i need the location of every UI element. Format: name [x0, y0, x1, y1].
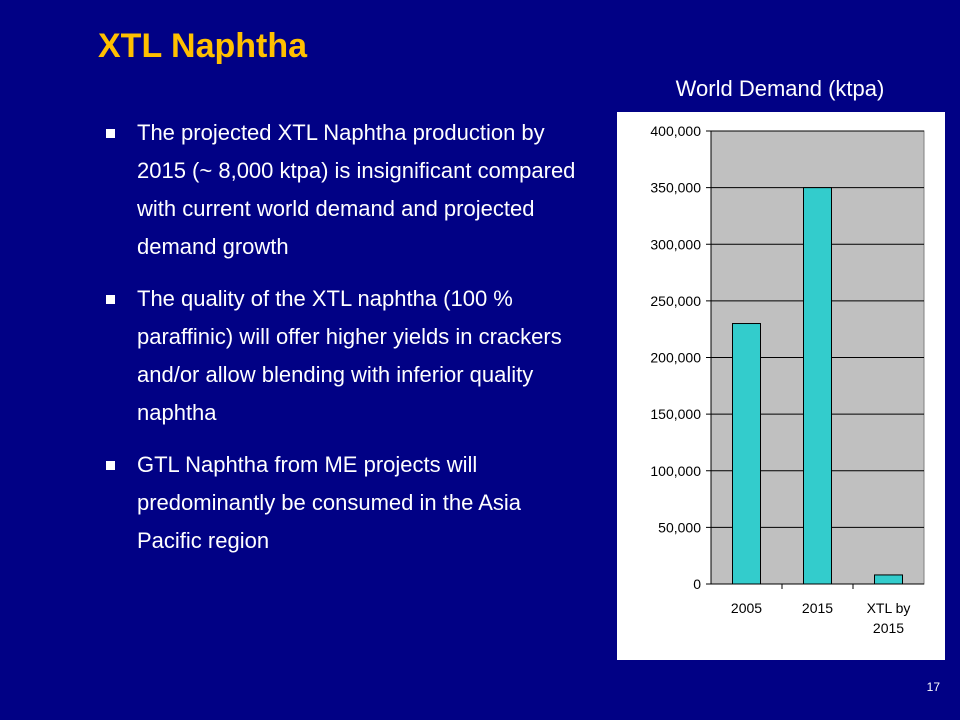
y-tick-label: 400,000	[650, 123, 701, 139]
bullet-list: The projected XTL Naphtha production by …	[106, 114, 576, 574]
bar	[803, 187, 832, 585]
bar	[874, 574, 903, 585]
bar	[732, 323, 761, 585]
y-tick-label: 0	[693, 576, 701, 592]
y-tick-label: 300,000	[650, 236, 701, 252]
x-tick-label: 2005	[731, 600, 762, 616]
x-tick-label: 2015	[802, 600, 833, 616]
x-tick-label: XTL by	[867, 600, 911, 616]
y-tick-label: 150,000	[650, 406, 701, 422]
bullet-item: The quality of the XTL naphtha (100 % pa…	[106, 280, 576, 432]
square-bullet-icon	[106, 461, 115, 470]
bar-chart: 0 50,000 100,000 150,000 200,000 250,000 300,0…	[650, 123, 925, 636]
bullet-text: The projected XTL Naphtha production by …	[137, 120, 576, 259]
y-tick-label: 350,000	[650, 180, 701, 196]
bullet-text: GTL Naphtha from ME projects will predom…	[137, 452, 522, 553]
bullet-text: The quality of the XTL naphtha (100 % pa…	[137, 286, 562, 425]
y-tick-label: 50,000	[658, 519, 701, 535]
bullet-item: GTL Naphtha from ME projects will predom…	[106, 446, 576, 560]
square-bullet-icon	[106, 295, 115, 304]
chart-container: 0 50,000 100,000 150,000 200,000 250,000 300,0…	[617, 112, 945, 660]
chart-title: World Demand (ktpa)	[675, 76, 885, 101]
bullet-item: The projected XTL Naphtha production by …	[106, 114, 576, 266]
y-tick-label: 100,000	[650, 463, 701, 479]
y-tick-label: 200,000	[650, 350, 701, 366]
square-bullet-icon	[106, 129, 115, 138]
y-tick-label: 250,000	[650, 293, 701, 309]
page-number: 17	[926, 680, 940, 694]
x-tick-label: 2015	[873, 620, 904, 636]
slide-title: XTL Naphtha	[98, 27, 308, 65]
